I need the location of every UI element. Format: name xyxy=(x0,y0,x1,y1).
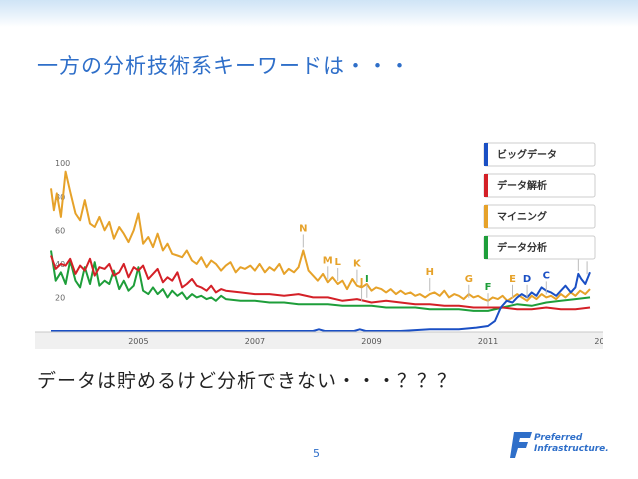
y-tick-label-100: 100 xyxy=(55,159,70,168)
annotation-N: N xyxy=(299,223,307,234)
page-number: 5 xyxy=(313,447,320,460)
annotation-L: L xyxy=(335,257,342,268)
legend-item-4: データ分析 xyxy=(483,235,596,260)
legend-item-2: データ解析 xyxy=(483,173,596,198)
legend-swatch xyxy=(484,143,488,166)
annotation-K: K xyxy=(353,259,362,270)
annotation-C: C xyxy=(543,270,550,281)
y-tick-label-80: 80 xyxy=(55,193,65,202)
legend-swatch xyxy=(484,205,488,228)
annotation-D: D xyxy=(523,274,531,285)
series-line-データ分析 xyxy=(50,250,591,312)
legend-label: データ分析 xyxy=(497,241,547,254)
slide-caption: データは貯めるけど分析できない・・・？？？ xyxy=(37,370,458,392)
legend-label: ビッグデータ xyxy=(497,148,557,161)
annotation-markers: NMLKJIHGFEDCBA xyxy=(299,223,591,307)
logo-text: Preferred Infrastructure. xyxy=(534,433,609,455)
x-axis: 2005 2007 2009 2011 2013 xyxy=(35,331,603,349)
x-tick-label-2007: 2007 xyxy=(245,337,265,346)
annotation-J: J xyxy=(359,277,364,288)
logo-line-2: Infrastructure. xyxy=(534,444,609,454)
legend-item-1: ビッグデータ xyxy=(483,142,596,167)
x-tick-label-2013: 2013 xyxy=(594,337,603,346)
annotation-G: G xyxy=(465,274,473,285)
legend-swatch xyxy=(484,236,488,259)
x-tick-label-2011: 2011 xyxy=(478,337,498,346)
series-line-マイニング xyxy=(50,170,591,302)
annotation-E: E xyxy=(509,274,516,285)
legend-label: データ解析 xyxy=(497,179,547,192)
x-tick-label-2005: 2005 xyxy=(128,337,148,346)
y-tick-label-20: 20 xyxy=(55,293,65,302)
series-lines xyxy=(50,170,591,332)
annotation-M: M xyxy=(323,255,333,266)
legend-label: マイニング xyxy=(497,210,547,223)
annotation-F: F xyxy=(485,282,492,293)
x-tick-label-2009: 2009 xyxy=(361,337,381,346)
annotation-I: I xyxy=(365,274,369,285)
top-band xyxy=(0,0,638,27)
company-logo: Preferred Infrastructure. xyxy=(510,430,615,462)
legend-swatch xyxy=(484,174,488,197)
logo-line-1: Preferred xyxy=(534,433,583,443)
x-axis-band xyxy=(35,332,603,349)
annotation-H: H xyxy=(426,267,434,278)
slide-title: 一方の分析技術系キーワードは・・・ xyxy=(37,54,411,78)
legend-item-3: マイニング xyxy=(483,204,596,229)
y-tick-label-60: 60 xyxy=(55,226,65,235)
series-line-ビッグデータ xyxy=(51,271,591,332)
logo-mark-icon xyxy=(510,432,532,458)
series-line-データ解析 xyxy=(50,255,591,311)
